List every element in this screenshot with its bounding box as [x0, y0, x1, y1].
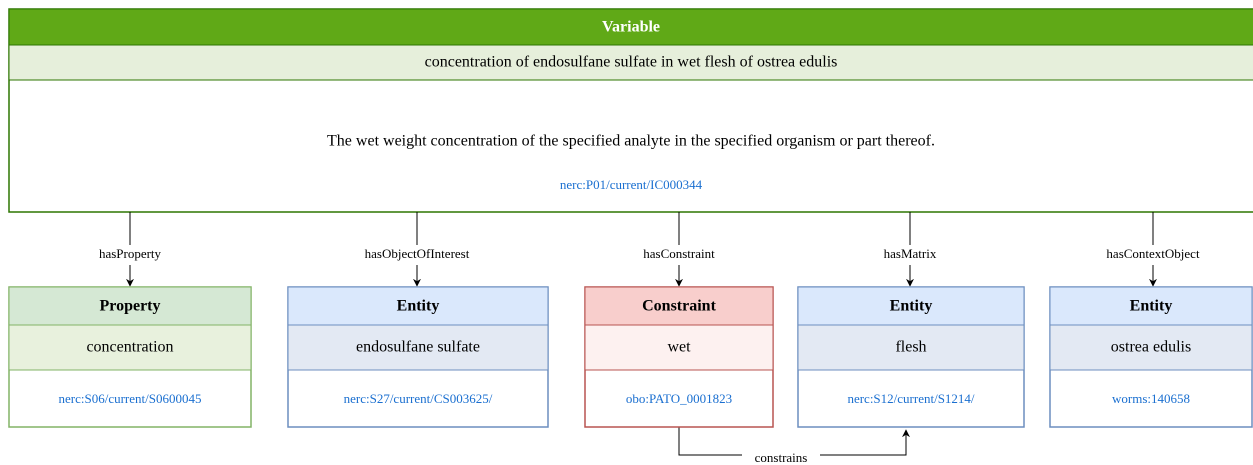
variable-description: The wet weight concentration of the spec…: [327, 133, 935, 150]
node-label: ostrea edulis: [1111, 339, 1191, 356]
relation-label: hasObjectOfInterest: [365, 246, 470, 261]
node: hasProperty Property concentration nerc:S06…: [8, 212, 252, 428]
node-label-bg: [1049, 324, 1253, 371]
node-label-bg: [287, 324, 549, 371]
constrains-label: constrains: [755, 450, 808, 465]
node-label: wet: [667, 339, 691, 356]
variable-header-bg: [8, 8, 1253, 46]
node-header: Entity: [890, 298, 933, 315]
node-header: Entity: [397, 298, 440, 315]
node-label: concentration: [86, 339, 173, 356]
variable-label-bg: [8, 44, 1253, 81]
node-uri: obo:PATO_0001823: [626, 391, 732, 406]
node: hasContextObject Entity ostrea edulis worms…: [1049, 212, 1253, 428]
constrains-label-bg: [742, 451, 820, 465]
node-header: Constraint: [642, 298, 716, 315]
node-label-bg: [8, 324, 252, 371]
nodes: hasProperty Property concentration nerc:S06…: [8, 212, 1253, 428]
variable-header: Variable: [602, 19, 660, 36]
node-label: flesh: [895, 339, 926, 356]
node-label-bg: [797, 324, 1025, 371]
node-header-bg: [584, 286, 774, 326]
node-header: Entity: [1130, 298, 1173, 315]
relation-label: hasConstraint: [643, 246, 715, 261]
node-label: endosulfane sulfate: [356, 339, 480, 356]
constrains-edge: constrains: [678, 427, 910, 465]
node-header: Property: [99, 298, 160, 315]
relation-label: hasMatrix: [884, 246, 937, 261]
node-label-bg: [584, 324, 774, 371]
node: hasObjectOfInterest Entity endosulfane sul…: [287, 212, 549, 428]
node-uri: worms:140658: [1112, 391, 1190, 406]
relation-label: hasProperty: [99, 246, 162, 261]
variable-label: concentration of endosulfane sulfate in …: [425, 54, 838, 71]
node-uri: nerc:S06/current/S0600045: [59, 391, 202, 406]
node-header-bg: [1049, 286, 1253, 326]
variable-uri: nerc:P01/current/IC000344: [560, 177, 703, 192]
node-uri: nerc:S12/current/S1214/: [847, 391, 974, 406]
node: hasMatrix Entity flesh nerc:S12/current/S12…: [797, 212, 1025, 428]
relation-label: hasContextObject: [1106, 246, 1200, 261]
variable-box: Variable concentration of endosulfane su…: [8, 8, 1253, 213]
node-header-bg: [8, 286, 252, 326]
node-uri: nerc:S27/current/CS003625/: [344, 391, 493, 406]
node: hasConstraint Constraint wet obo:PATO_00018…: [584, 212, 774, 428]
node-header-bg: [287, 286, 549, 326]
